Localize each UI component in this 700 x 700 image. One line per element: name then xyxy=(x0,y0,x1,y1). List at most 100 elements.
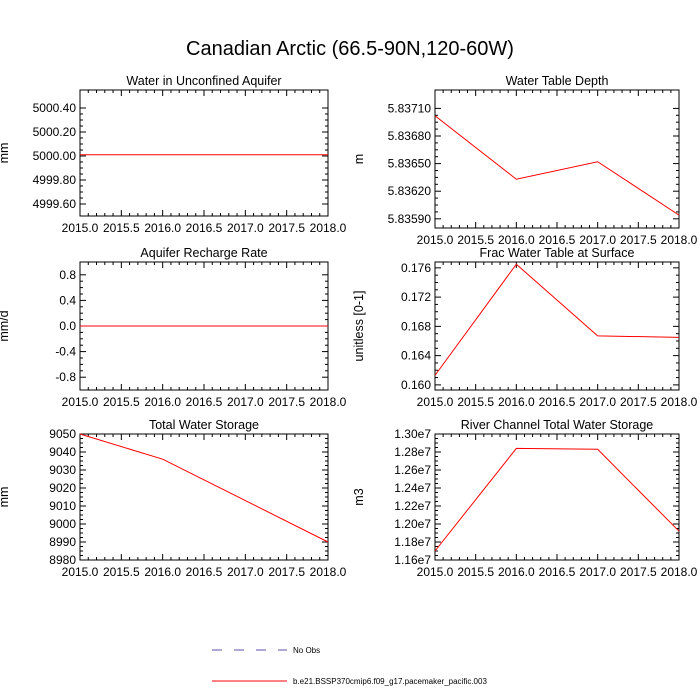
chart-panel-4: Frac Water Table at Surface unitless [0-1… xyxy=(352,246,698,409)
y-tick-label: 0.0 xyxy=(59,319,76,333)
legend: No Obs b.e21.BSSP370cmip6.f09_g17.pacemak… xyxy=(212,646,487,686)
plot-frame xyxy=(434,433,680,561)
chart-panel-1: Water in Unconfined Aquifer mm 2015.0 2015.… xyxy=(0,74,347,235)
y-tick-label: 0.8 xyxy=(59,268,76,282)
x-tick-label: 2016.5 xyxy=(186,565,223,579)
y-tick-label: -0.4 xyxy=(55,345,76,359)
y-tick-label: 9040 xyxy=(49,445,76,459)
x-tick-label: 2017.5 xyxy=(620,395,657,409)
x-tick-label: 2015.0 xyxy=(62,221,99,235)
y-tick-label: 8990 xyxy=(49,535,76,549)
y-tick-label: 0.4 xyxy=(59,293,76,307)
y-tick-label: 5000.40 xyxy=(33,101,77,115)
y-tick-label: 0.160 xyxy=(401,378,431,392)
x-tick-label: 2015.0 xyxy=(417,233,454,247)
y-tick-label: 5.83650 xyxy=(388,157,432,171)
x-tick-label: 2017.5 xyxy=(268,221,305,235)
x-tick-label: 2017.0 xyxy=(579,233,616,247)
x-tick-label: 2017.0 xyxy=(227,565,264,579)
y-axis-label: m xyxy=(352,154,366,164)
chart-panel-6: River Channel Total Water Storage m3 2015.… xyxy=(352,418,698,579)
x-tick-label: 2018.0 xyxy=(310,565,347,579)
y-tick-label: 1.22e7 xyxy=(394,499,431,513)
x-tick-label: 2015.0 xyxy=(62,395,99,409)
y-tick-label: 9020 xyxy=(49,481,76,495)
panel-title: Aquifer Recharge Rate xyxy=(140,246,267,260)
y-tick-label: 4999.60 xyxy=(33,197,77,211)
x-tick-label: 2016.5 xyxy=(539,233,576,247)
y-tick-label: 0.172 xyxy=(401,290,431,304)
plot-frame xyxy=(79,433,329,561)
y-tick-label: 9010 xyxy=(49,499,76,513)
panel-title: Frac Water Table at Surface xyxy=(480,246,635,260)
x-tick-label: 2017.5 xyxy=(268,565,305,579)
y-axis-label: m3 xyxy=(352,488,366,505)
x-tick-label: 2016.0 xyxy=(144,221,181,235)
y-tick-label: 0.164 xyxy=(401,349,431,363)
x-tick-label: 2017.5 xyxy=(620,233,657,247)
x-tick-label: 2017.5 xyxy=(620,565,657,579)
x-tick-label: 2017.5 xyxy=(268,395,305,409)
x-tick-label: 2015.0 xyxy=(417,395,454,409)
y-tick-label: 1.24e7 xyxy=(394,481,431,495)
y-tick-label: 5000.20 xyxy=(33,125,77,139)
y-tick-label: 1.18e7 xyxy=(394,535,431,549)
plot-frame xyxy=(434,89,680,229)
y-tick-label: 5000.00 xyxy=(33,149,77,163)
series-line xyxy=(434,263,680,376)
x-tick-label: 2017.0 xyxy=(227,221,264,235)
x-tick-label: 2015.5 xyxy=(457,233,494,247)
x-tick-label: 2017.0 xyxy=(579,395,616,409)
y-tick-label: 1.26e7 xyxy=(394,463,431,477)
y-axis-label: unitless [0-1] xyxy=(352,291,366,362)
x-tick-label: 2015.0 xyxy=(417,565,454,579)
y-axis-label: mm xyxy=(0,143,11,164)
x-tick-label: 2018.0 xyxy=(661,565,698,579)
x-tick-label: 2015.5 xyxy=(103,221,140,235)
panel-title: River Channel Total Water Storage xyxy=(461,418,654,432)
x-tick-label: 2018.0 xyxy=(310,221,347,235)
x-tick-label: 2016.5 xyxy=(186,395,223,409)
page-title: Canadian Arctic (66.5-90N,120-60W) xyxy=(186,38,514,60)
y-tick-label: 5.83620 xyxy=(388,184,432,198)
legend-label-1: No Obs xyxy=(293,646,320,655)
series-line xyxy=(79,433,329,543)
x-tick-label: 2016.5 xyxy=(539,395,576,409)
panel-title: Water in Unconfined Aquifer xyxy=(126,74,281,88)
chart-panel-2: Water Table Depth m 2015.0 2015.5 2016.0 2016… xyxy=(352,74,698,247)
x-tick-label: 2016.0 xyxy=(498,565,535,579)
y-tick-label: 4999.80 xyxy=(33,173,77,187)
series-line xyxy=(434,447,680,552)
plot-frame xyxy=(79,89,329,217)
x-tick-label: 2015.5 xyxy=(457,565,494,579)
x-tick-label: 2016.0 xyxy=(144,565,181,579)
y-tick-label: 5.83680 xyxy=(388,129,432,143)
y-tick-label: 1.16e7 xyxy=(394,553,431,567)
y-tick-label: 5.83710 xyxy=(388,101,432,115)
x-tick-label: 2015.5 xyxy=(103,395,140,409)
y-tick-label: 1.28e7 xyxy=(394,445,431,459)
x-tick-label: 2015.5 xyxy=(103,565,140,579)
x-tick-label: 2018.0 xyxy=(310,395,347,409)
series-line xyxy=(434,115,680,216)
y-tick-label: 9000 xyxy=(49,517,76,531)
y-tick-label: 8980 xyxy=(49,553,76,567)
legend-label-2: b.e21.BSSP370cmip6.f09_g17.pacemaker_pac… xyxy=(293,677,487,686)
y-tick-label: 9030 xyxy=(49,463,76,477)
y-tick-label: -0.8 xyxy=(55,370,76,384)
x-tick-label: 2017.0 xyxy=(227,395,264,409)
x-tick-label: 2015.0 xyxy=(62,565,99,579)
x-tick-label: 2016.0 xyxy=(498,233,535,247)
x-tick-label: 2018.0 xyxy=(661,395,698,409)
panel-title: Total Water Storage xyxy=(149,418,259,432)
x-tick-label: 2016.5 xyxy=(539,565,576,579)
x-tick-label: 2016.0 xyxy=(144,395,181,409)
y-tick-label: 1.20e7 xyxy=(394,517,431,531)
y-tick-label: 9050 xyxy=(49,427,76,441)
y-tick-label: 1.30e7 xyxy=(394,427,431,441)
y-tick-label: 0.168 xyxy=(401,319,431,333)
panel-title: Water Table Depth xyxy=(506,74,609,88)
chart-panel-5: Total Water Storage mm 2015.0 2015.5 2016.0 2… xyxy=(0,418,347,579)
x-tick-label: 2016.0 xyxy=(498,395,535,409)
